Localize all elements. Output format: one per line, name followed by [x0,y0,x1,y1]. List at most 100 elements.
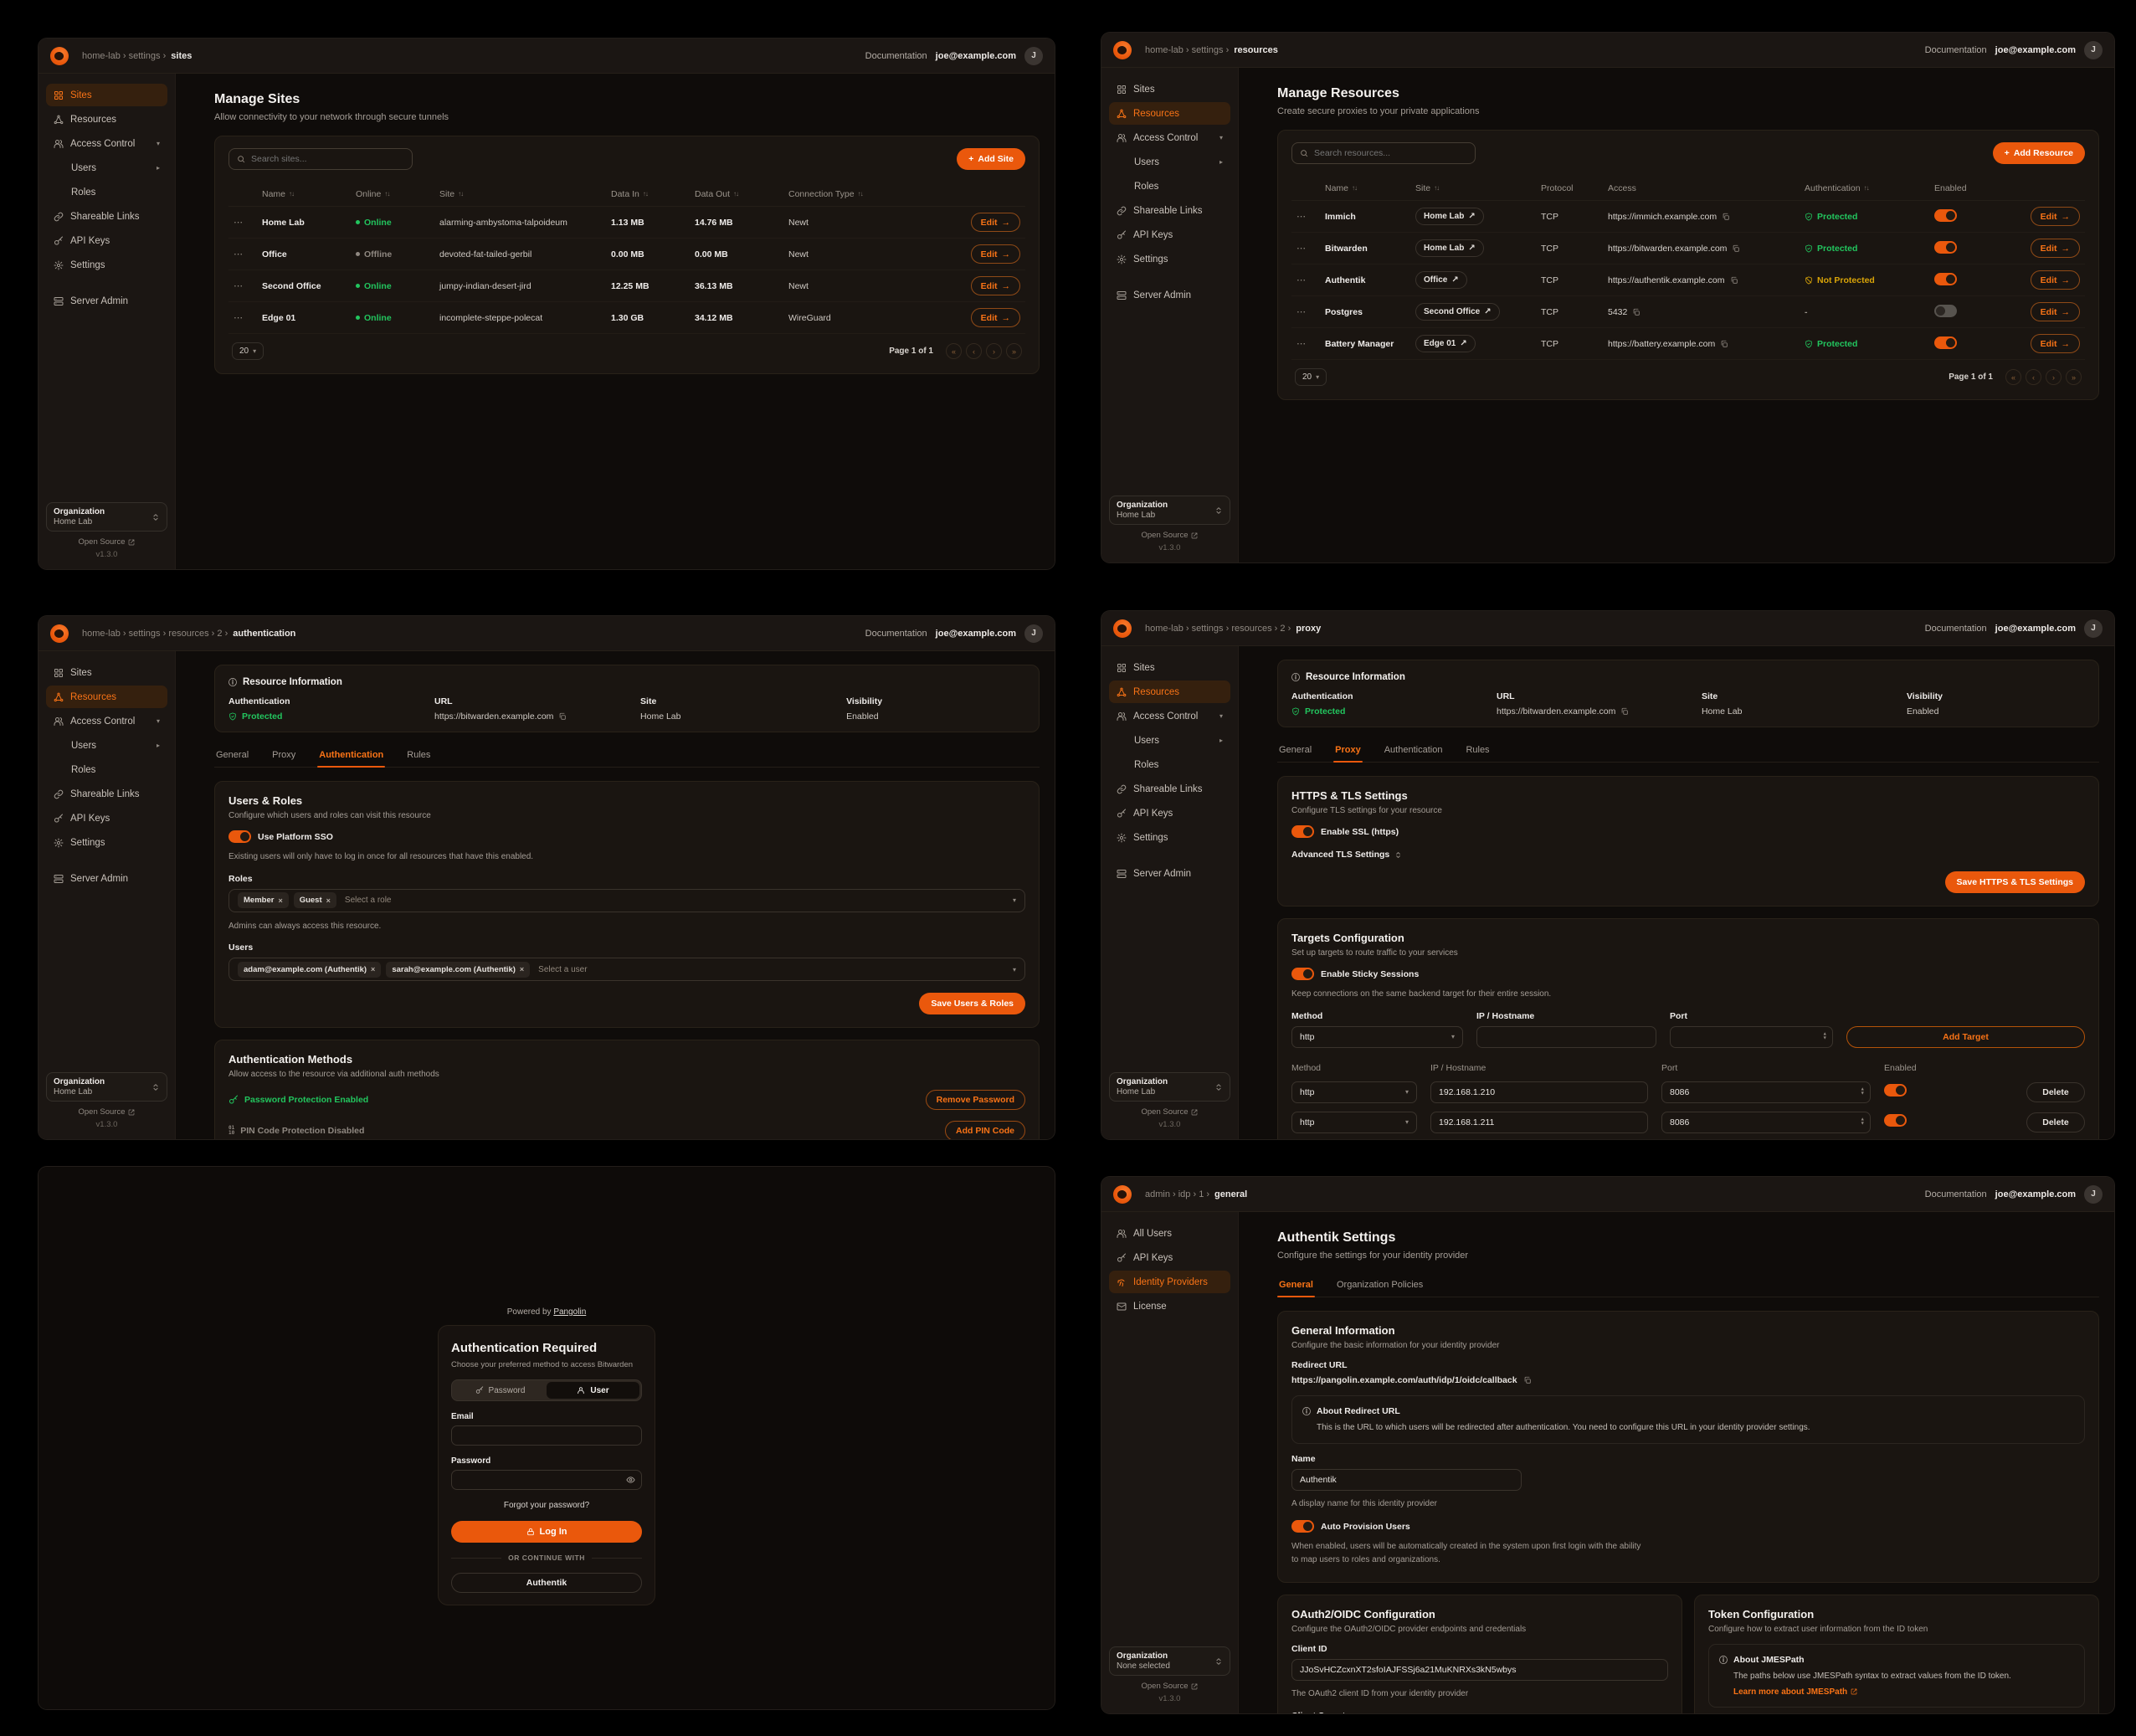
page-size-select[interactable]: 20 ▾ [232,342,264,360]
port-input[interactable] [1670,1025,1833,1048]
method-select[interactable]: http ▾ [1291,1081,1417,1103]
user-email[interactable]: joe@example.com [1995,1189,2076,1199]
tab-rules[interactable]: Rules [407,750,431,760]
ip-hostname-input[interactable] [1430,1081,1648,1103]
sidebar-item-settings[interactable]: Settings [1109,826,1230,849]
save-tls-button[interactable]: Save HTTPS & TLS Settings [1944,871,2085,893]
sidebar-item-api-keys[interactable]: API Keys [1109,223,1230,246]
search-input[interactable] [1291,142,1476,164]
user-chip[interactable]: adam@example.com (Authentik) × [238,961,382,978]
authentik-sso-button[interactable]: Authentik [451,1573,642,1593]
breadcrumb[interactable]: home-lab › settings › sites [82,51,192,61]
tab-proxy[interactable]: Proxy [1333,739,1363,763]
open-source-link[interactable]: Open Source [1142,1107,1199,1117]
sidebar-item-access-control[interactable]: Access Control ▾ [1109,126,1230,149]
platform-sso-toggle[interactable] [228,830,251,843]
documentation-link[interactable]: Documentation [1924,1189,1987,1199]
sidebar-item-sites[interactable]: Sites [1109,656,1230,679]
tab-authentication[interactable]: Authentication [1384,745,1443,755]
tab-authentication[interactable]: Authentication [317,744,386,768]
documentation-link[interactable]: Documentation [865,50,927,61]
add-site-button[interactable]: + Add Site [957,148,1025,170]
open-source-link[interactable]: Open Source [1142,531,1199,540]
sidebar-item-users[interactable]: Users ▸ [1134,735,1223,746]
pangolin-link[interactable]: Pangolin [553,1307,587,1317]
sidebar-item-shareable-links[interactable]: Shareable Links [46,205,167,228]
role-chip[interactable]: Member × [238,892,289,908]
target-enabled-toggle[interactable] [1884,1083,1907,1097]
copy-icon[interactable] [1722,213,1730,221]
edit-button[interactable]: Edit → [970,244,1020,264]
breadcrumb[interactable]: admin › idp › 1 › general [1145,1189,1248,1199]
edit-button[interactable]: Edit → [2030,239,2080,258]
site-link[interactable]: Edge 01 ↗ [1415,335,1476,352]
tab-general[interactable]: General [216,750,249,760]
sidebar-item-shareable-links[interactable]: Shareable Links [1109,778,1230,800]
edit-button[interactable]: Edit → [970,308,1020,327]
row-menu-button[interactable]: ⋯ [234,313,244,323]
first-page-button[interactable]: « [2005,369,2021,385]
sidebar-item-api-keys[interactable]: API Keys [46,229,167,252]
client-id-input[interactable] [1291,1659,1668,1681]
sidebar-item-roles[interactable]: Roles [1134,181,1159,192]
ssl-toggle[interactable] [1291,825,1314,838]
site-link[interactable]: Home Lab ↗ [1415,239,1484,257]
tab-proxy[interactable]: Proxy [272,750,296,760]
first-page-button[interactable]: « [946,343,962,359]
row-menu-button[interactable]: ⋯ [234,281,244,291]
edit-button[interactable]: Edit → [970,213,1020,232]
page-size-select[interactable]: 20 ▾ [1295,368,1327,386]
copy-icon[interactable] [1730,276,1738,285]
organization-selector[interactable]: Organization Home Lab [46,1072,167,1102]
sidebar-item-resources[interactable]: Resources [46,686,167,708]
ip-hostname-input[interactable] [1430,1111,1648,1133]
tab-general[interactable]: General [1277,1274,1315,1297]
method-select[interactable]: http ▾ [1291,1111,1417,1133]
sidebar-item-server-admin[interactable]: Server Admin [46,290,167,312]
sidebar-item-resources[interactable]: Resources [1109,681,1230,703]
user-email[interactable]: joe@example.com [935,628,1016,639]
copy-icon[interactable] [1523,1376,1532,1384]
remove-password-button[interactable]: Remove Password [925,1090,1025,1110]
sidebar-item-api-keys[interactable]: API Keys [1109,1246,1230,1269]
copy-icon[interactable] [1620,707,1629,716]
avatar[interactable]: J [1024,624,1043,643]
jmespath-learn-link[interactable]: Learn more about JMESPath [1733,1687,1857,1697]
row-menu-button[interactable]: ⋯ [1296,275,1307,285]
edit-button[interactable]: Edit → [2030,334,2080,353]
add-pin-button[interactable]: Add PIN Code [945,1121,1025,1139]
role-chip[interactable]: Guest × [293,892,336,908]
open-source-link[interactable]: Open Source [79,537,136,547]
enabled-toggle[interactable] [1934,336,1957,349]
row-menu-button[interactable]: ⋯ [1296,339,1307,349]
column-header-type[interactable]: Connection Type ↑↓ [788,188,864,199]
sidebar-item-api-keys[interactable]: API Keys [46,807,167,829]
sidebar-item-server-admin[interactable]: Server Admin [46,867,167,890]
column-header-authentication[interactable]: Authentication ↑↓ [1805,182,1870,193]
enabled-toggle[interactable] [1934,208,1957,222]
remove-icon[interactable]: × [278,896,283,905]
sidebar-item-settings[interactable]: Settings [46,831,167,854]
sidebar-item-users[interactable]: Users ▸ [71,740,160,751]
sidebar-item-api-keys[interactable]: API Keys [1109,802,1230,824]
edit-button[interactable]: Edit → [970,276,1020,295]
prev-page-button[interactable]: ‹ [966,343,982,359]
sidebar-item-resources[interactable]: Resources [1109,102,1230,125]
sidebar-item-identity-providers[interactable]: Identity Providers [1109,1271,1230,1293]
column-header-name[interactable]: Name ↑↓ [262,188,295,199]
remove-icon[interactable]: × [519,965,525,973]
documentation-link[interactable]: Documentation [865,628,927,639]
sidebar-item-roles[interactable]: Roles [71,187,96,198]
row-menu-button[interactable]: ⋯ [234,249,244,259]
prev-page-button[interactable]: ‹ [2026,369,2041,385]
sidebar-item-shareable-links[interactable]: Shareable Links [46,783,167,805]
column-header-data-out[interactable]: Data Out ↑↓ [695,188,739,199]
eye-icon[interactable] [626,1476,635,1485]
tab-user[interactable]: User [547,1382,639,1399]
edit-button[interactable]: Edit → [2030,207,2080,226]
forgot-password-link[interactable]: Forgot your password? [503,1501,590,1510]
spinner-icon[interactable]: ▲ ▼ [1822,1031,1827,1041]
method-select[interactable]: http ▾ [1291,1025,1463,1048]
spinner-icon[interactable]: ▲ ▼ [1860,1117,1865,1127]
organization-selector[interactable]: Organization Home Lab [1109,1072,1230,1102]
